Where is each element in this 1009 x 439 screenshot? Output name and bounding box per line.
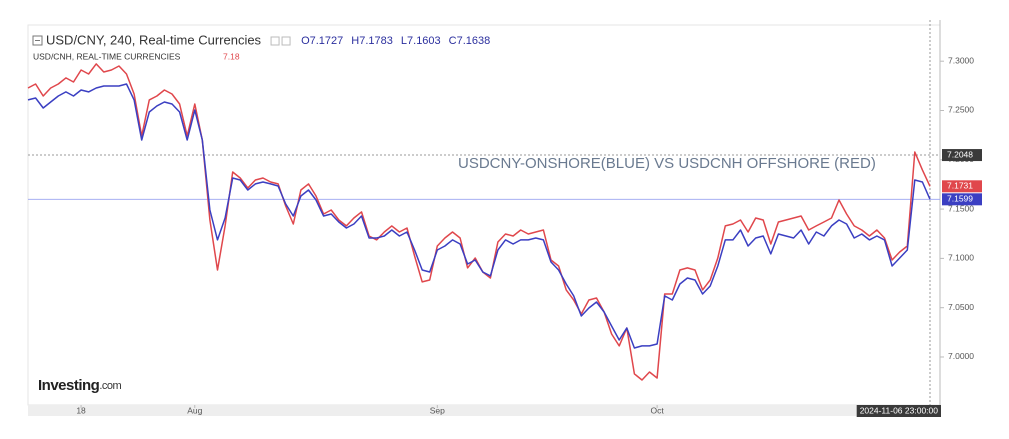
cursor-time-box bbox=[856, 405, 941, 417]
y-tick-label: 7.1500 bbox=[948, 203, 974, 213]
cursor-time: 2024-11-06 23:00:00 bbox=[860, 405, 939, 415]
y-tick-label: 7.0000 bbox=[948, 351, 974, 361]
price-label-box bbox=[942, 149, 982, 162]
price-label: 7.1731 bbox=[947, 181, 973, 191]
logo-suffix: .com bbox=[99, 380, 121, 392]
price-label-box bbox=[942, 180, 982, 193]
annotation: USDCNY-ONSHORE(BLUE) VS USDCNH OFFSHORE … bbox=[458, 155, 876, 172]
ohlc-value: 7.1727 bbox=[310, 35, 344, 47]
x-tick-label: 18 bbox=[76, 405, 86, 415]
ohlc-label: H bbox=[351, 35, 359, 47]
ohlc-value: 7.1783 bbox=[359, 35, 393, 47]
time-axis-band bbox=[28, 405, 940, 416]
price-label: 7.2048 bbox=[947, 149, 973, 159]
series-line bbox=[27, 83, 931, 349]
ohlc-value: 7.1638 bbox=[457, 35, 491, 47]
ohlc-item: L7.1603 bbox=[401, 35, 441, 47]
ohlc-readout: O7.1727 H7.1783 L7.1603 C7.1638 bbox=[270, 35, 491, 47]
price-label-box bbox=[942, 193, 982, 206]
logo-name: Investing bbox=[38, 377, 100, 394]
chart-title: USD/CNY, 240, Real-time Currencies bbox=[46, 32, 262, 47]
ohlc-item: H7.1783 bbox=[351, 35, 393, 47]
ohlc-label: O bbox=[301, 35, 310, 47]
ohlc-item: C7.1638 bbox=[449, 35, 491, 47]
ohlc-item: O7.1727 bbox=[301, 35, 343, 47]
x-tick-label: Oct bbox=[651, 405, 665, 415]
settings-icon bbox=[270, 36, 280, 46]
y-tick-label: 7.2500 bbox=[948, 105, 974, 115]
logo: Investing.com bbox=[38, 377, 122, 394]
ohlc-value: 7.1603 bbox=[407, 35, 441, 47]
ohlc-label: L bbox=[401, 35, 407, 47]
subtitle-value: 7.18 bbox=[223, 51, 240, 61]
price-label: 7.1599 bbox=[947, 194, 973, 204]
ohlc-label: C bbox=[449, 35, 457, 47]
collapse-icon[interactable] bbox=[32, 35, 43, 46]
y-tick-label: 7.0500 bbox=[948, 302, 974, 312]
x-tick-label: Sep bbox=[430, 405, 445, 415]
subtitle: USD/CNH, REAL-TIME CURRENCIES bbox=[33, 51, 181, 61]
plot-area bbox=[27, 24, 941, 406]
x-tick-label: Aug bbox=[187, 405, 202, 415]
settings-icon bbox=[281, 36, 291, 46]
y-tick-label: 7.1000 bbox=[948, 253, 974, 263]
y-tick-label: 7.3000 bbox=[948, 55, 974, 65]
